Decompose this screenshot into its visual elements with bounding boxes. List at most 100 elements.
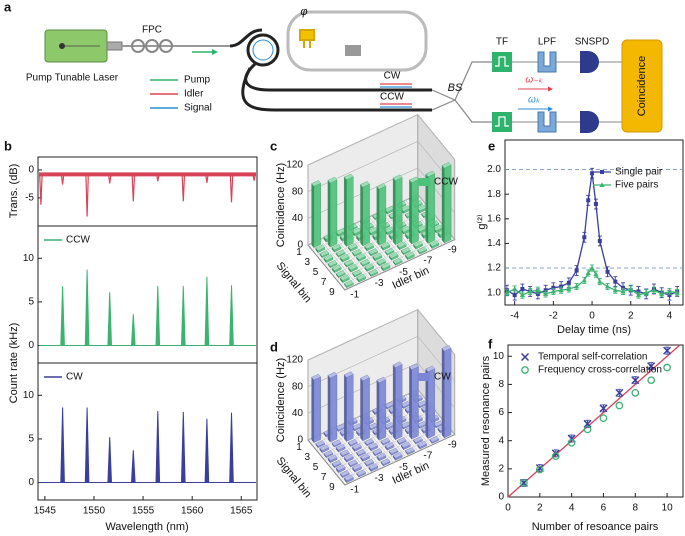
bar — [335, 270, 346, 279]
bar-top — [327, 371, 338, 379]
snspd-icon — [580, 111, 599, 133]
marker — [551, 285, 556, 290]
bar-side — [392, 177, 396, 246]
bar — [425, 365, 436, 439]
bar-top — [331, 243, 342, 251]
marker — [559, 284, 564, 289]
bar-front — [313, 182, 321, 248]
bar-top — [388, 447, 399, 455]
peak — [84, 407, 90, 483]
bar — [372, 448, 383, 457]
z-tick-label: 0 — [297, 240, 303, 251]
bar — [384, 247, 395, 256]
y-tick-label: 1.8 — [487, 189, 501, 200]
bar-top — [417, 246, 427, 253]
y-tick-label: 0 — [498, 492, 504, 503]
dip — [205, 174, 209, 183]
marker — [566, 286, 572, 291]
bar — [344, 259, 354, 268]
marker — [590, 171, 595, 176]
panel-label: f — [488, 336, 493, 351]
peak — [181, 286, 186, 346]
z-tick-label: 120 — [286, 355, 303, 366]
y-tick-label: 1.0 — [487, 287, 501, 298]
signal-frequency: ωₖ — [528, 95, 541, 106]
bar — [344, 453, 354, 463]
marker — [535, 291, 540, 296]
y-tick-label: -9 — [448, 440, 457, 451]
x-tick-label: 3 — [304, 257, 310, 268]
plot-frame — [37, 225, 258, 364]
bar — [356, 273, 366, 283]
z-grid-line — [307, 114, 455, 166]
peak — [107, 292, 112, 346]
marker — [527, 288, 533, 294]
x-tick-label: 2 — [537, 503, 543, 514]
x-tick-label: 1560 — [181, 506, 204, 517]
marker — [574, 283, 580, 289]
marker-stroke — [599, 404, 608, 413]
marker — [674, 289, 680, 295]
ccw-label: CCW — [380, 92, 404, 103]
bar-top — [343, 173, 354, 180]
bar-top — [368, 463, 379, 470]
bar — [315, 440, 326, 449]
bar — [392, 361, 403, 441]
marker — [599, 182, 605, 187]
y-tick-label: 4 — [498, 435, 504, 446]
bar-top — [405, 251, 415, 258]
bar-top — [356, 273, 366, 281]
bar — [356, 469, 366, 478]
marker — [593, 202, 598, 207]
x-tick-label: 0 — [505, 503, 511, 514]
bar-top — [376, 452, 387, 460]
bar — [323, 450, 334, 459]
bar — [380, 458, 391, 467]
bar-side — [360, 377, 363, 442]
marker — [666, 288, 673, 294]
x-tick-label: 5 — [313, 462, 319, 473]
series-line — [506, 266, 678, 296]
peak — [107, 437, 112, 483]
bar-top — [392, 174, 403, 181]
bar — [376, 376, 387, 441]
marker — [520, 479, 528, 487]
marker — [604, 283, 611, 289]
bar-top — [380, 262, 391, 270]
bar-top — [372, 448, 383, 455]
cw-waveguide — [244, 62, 432, 92]
bar — [348, 459, 358, 468]
bar-top — [368, 248, 379, 255]
marker — [612, 287, 618, 293]
y-tick-label: 0 — [28, 340, 34, 351]
bar — [376, 183, 387, 246]
bar-top — [396, 437, 407, 444]
legend-label: CW — [66, 372, 83, 383]
bar-top — [380, 242, 391, 249]
arrow-head — [548, 86, 553, 92]
bar — [413, 240, 423, 250]
z-tick-label: 80 — [292, 381, 304, 392]
bar — [364, 242, 374, 252]
bar — [417, 246, 427, 255]
x-tick-label: 1565 — [230, 506, 253, 517]
bar — [380, 242, 391, 251]
bar — [388, 252, 399, 261]
marker — [583, 425, 592, 434]
y-axis-label: Trans. (dB) — [8, 164, 20, 219]
dip — [107, 174, 112, 184]
x-tick-label: -4 — [510, 311, 519, 322]
marker — [613, 279, 618, 284]
bar-top — [441, 162, 452, 169]
bar-top — [348, 459, 358, 466]
bar — [405, 251, 415, 261]
bar — [380, 262, 391, 272]
y-tick-label: 10 — [23, 253, 35, 264]
bar — [352, 463, 362, 473]
bar — [331, 460, 342, 469]
bar-top — [331, 264, 342, 271]
bar-side — [327, 179, 331, 248]
bar-top — [392, 361, 403, 368]
bar-front — [411, 179, 419, 245]
